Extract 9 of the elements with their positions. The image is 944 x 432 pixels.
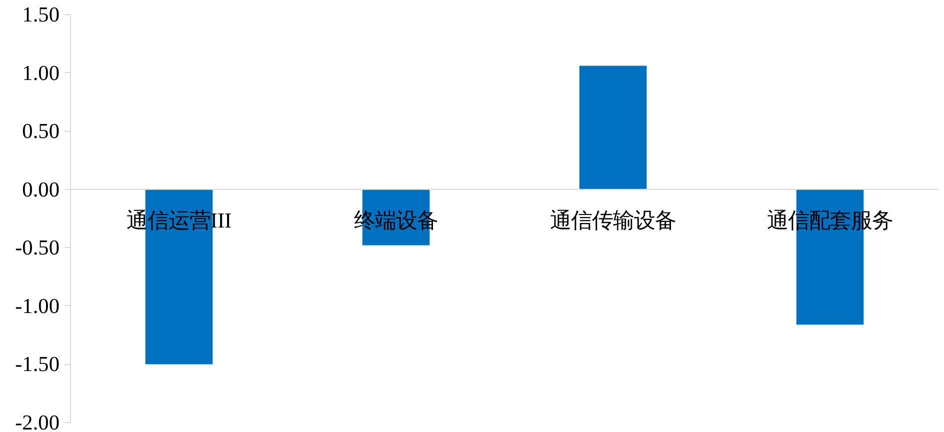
y-tick-label: 0.50 — [22, 119, 60, 144]
y-tick-label: 0.00 — [22, 177, 60, 202]
y-tick-label: 1.50 — [22, 2, 60, 26]
y-tick-label: -1.00 — [15, 294, 60, 318]
x-tick-label: 通信传输设备 — [550, 208, 676, 232]
y-tick-label: -0.50 — [15, 236, 60, 260]
y-tick-label: 1.00 — [22, 60, 60, 85]
y-tick-label: -2.00 — [15, 410, 60, 432]
y-tick-label: -1.50 — [15, 352, 60, 376]
